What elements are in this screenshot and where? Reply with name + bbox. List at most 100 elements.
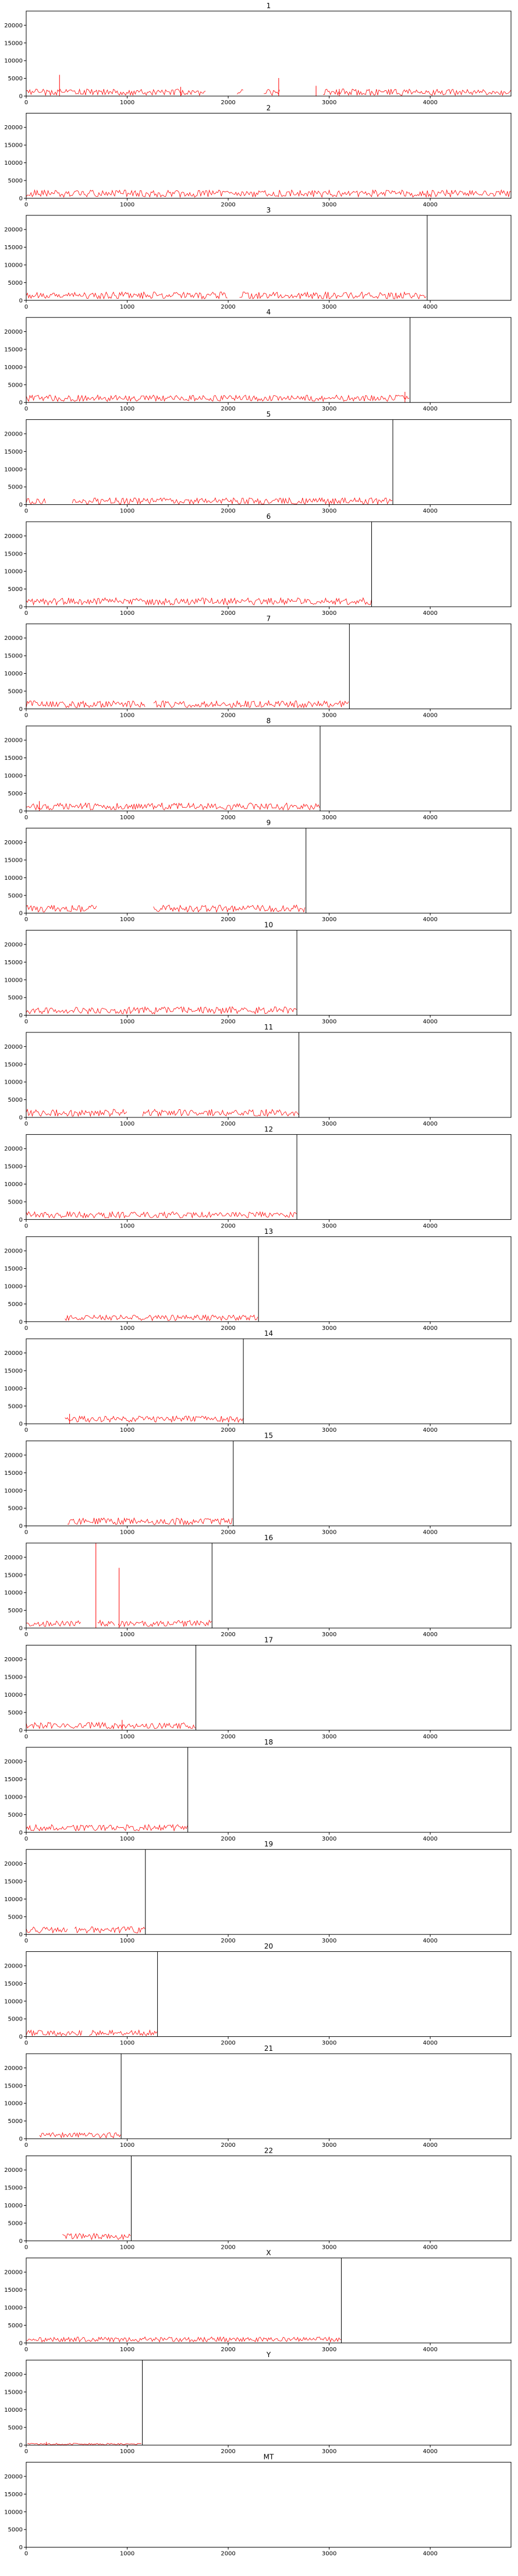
coverage-series	[26, 2029, 158, 2037]
x-tick-label: 2000	[221, 1836, 235, 1842]
coverage-series	[65, 1314, 258, 1322]
chromosome-panel: 3 0 5000 10000 15000 20000 0 1000 2000 3000 4000	[4, 206, 512, 310]
x-tick-label: 3000	[322, 2551, 336, 2557]
plot-frame	[26, 419, 512, 505]
y-tick-label: 20000	[4, 2372, 23, 2378]
y-tick-label: 20000	[4, 1861, 23, 1867]
chromosome-panel: Y 0 5000 10000 15000 20000 0 1000 2000 3000 4000	[4, 2351, 512, 2455]
plot-frame	[26, 2462, 512, 2548]
y-tick-label: 0	[19, 94, 23, 100]
y-tick-label: 10000	[4, 875, 23, 882]
x-tick-label: 4000	[423, 201, 437, 208]
x-tick-label: 1000	[120, 508, 134, 515]
plot-frame	[26, 1644, 512, 1731]
x-tick-label: 0	[24, 1019, 28, 1025]
x-tick-label: 4000	[423, 406, 437, 412]
chromosome-panel: 12 0 5000 10000 15000 20000 0 1000 2000 3000 4000	[4, 1125, 512, 1229]
x-tick-label: 0	[24, 1325, 28, 1332]
chromosome-panel: 13 0 5000 10000 15000 20000 0 1000 2000 3000 4000	[4, 1227, 512, 1332]
x-tick-label: 3000	[322, 1019, 336, 1025]
x-tick-label: 4000	[423, 304, 437, 310]
plot-frame	[26, 317, 512, 403]
x-tick-label: 1000	[120, 2040, 134, 2047]
y-tick-label: 5000	[8, 1403, 23, 1410]
plot-frame	[26, 1849, 512, 1935]
x-tick-label: 2000	[221, 2551, 235, 2557]
y-tick-label: 15000	[4, 2287, 23, 2294]
coverage-series	[26, 1619, 212, 1627]
x-tick-label: 1000	[120, 712, 134, 719]
y-tick-label: 15000	[4, 1470, 23, 1477]
y-tick-label: 5000	[8, 2118, 23, 2125]
x-tick-label: 1000	[120, 1938, 134, 1944]
x-tick-label: 0	[24, 610, 28, 617]
y-tick-label: 0	[19, 1115, 23, 1121]
x-tick-label: 4000	[423, 100, 437, 106]
plot-frame	[26, 1134, 512, 1220]
y-tick-label: 10000	[4, 1283, 23, 1290]
panel-title: 10	[264, 921, 273, 929]
x-tick-label: 2000	[221, 815, 235, 821]
panel-title: 22	[264, 2146, 273, 2154]
y-tick-label: 0	[19, 2340, 23, 2347]
panel-title: Y	[266, 2351, 271, 2359]
y-tick-label: 10000	[4, 977, 23, 983]
coverage-series	[27, 2443, 141, 2446]
x-tick-label: 4000	[423, 1121, 437, 1127]
x-tick-label: 2000	[221, 1223, 235, 1229]
x-tick-label: 1000	[120, 2142, 134, 2149]
y-tick-label: 15000	[4, 1572, 23, 1579]
y-tick-label: 20000	[4, 1555, 23, 1561]
y-tick-label: 10000	[4, 365, 23, 371]
chromosome-panel: X 0 5000 10000 15000 20000 0 1000 2000 3000 4000	[4, 2249, 512, 2353]
x-tick-label: 4000	[423, 2244, 437, 2251]
y-tick-label: 15000	[4, 1675, 23, 1681]
y-tick-label: 5000	[8, 1710, 23, 1716]
x-tick-label: 4000	[423, 1223, 437, 1229]
y-tick-label: 20000	[4, 2474, 23, 2480]
y-tick-label: 20000	[4, 1350, 23, 1357]
y-tick-label: 5000	[8, 484, 23, 491]
panel-title: 20	[264, 1942, 273, 1951]
panel-title: 2	[267, 104, 271, 112]
x-tick-label: 4000	[423, 1019, 437, 1025]
x-tick-label: 3000	[322, 1223, 336, 1229]
y-tick-label: 5000	[8, 893, 23, 899]
panel-title: 14	[264, 1329, 273, 1337]
x-tick-label: 2000	[221, 2040, 235, 2047]
x-tick-label: 4000	[423, 1325, 437, 1332]
x-tick-label: 1000	[120, 610, 134, 617]
x-tick-label: 1000	[120, 1530, 134, 1536]
y-tick-label: 0	[19, 400, 23, 406]
x-tick-label: 0	[24, 712, 28, 719]
y-tick-label: 15000	[4, 2492, 23, 2498]
y-tick-label: 10000	[4, 671, 23, 677]
coverage-series	[26, 291, 427, 300]
y-tick-label: 10000	[4, 1080, 23, 1086]
x-tick-label: 1000	[120, 1121, 134, 1127]
y-tick-label: 20000	[4, 738, 23, 744]
coverage-series	[26, 802, 320, 811]
x-tick-label: 1000	[120, 2448, 134, 2455]
chromosome-panel: 11 0 5000 10000 15000 20000 0 1000 2000 3000 4000	[4, 1023, 512, 1127]
y-tick-label: 0	[19, 298, 23, 304]
y-tick-label: 10000	[4, 569, 23, 575]
x-tick-label: 0	[24, 2244, 28, 2251]
x-tick-label: 3000	[322, 2448, 336, 2455]
y-tick-label: 5000	[8, 1506, 23, 1512]
x-tick-label: 3000	[322, 304, 336, 310]
y-tick-label: 10000	[4, 58, 23, 65]
panel-title: 17	[264, 1636, 273, 1644]
y-tick-label: 20000	[4, 1044, 23, 1050]
x-tick-label: 0	[24, 815, 28, 821]
y-tick-label: 10000	[4, 1488, 23, 1494]
panel-title: 3	[267, 206, 271, 214]
chromosome-panel: 15 0 5000 10000 15000 20000 0 1000 2000 3000 4000	[4, 1432, 512, 1536]
y-tick-label: 10000	[4, 1794, 23, 1800]
y-tick-label: 10000	[4, 2305, 23, 2311]
x-tick-label: 3000	[322, 2347, 336, 2353]
x-tick-label: 3000	[322, 1427, 336, 1434]
y-tick-label: 0	[19, 1830, 23, 1836]
chromosome-panel: 1 0 5000 10000 15000 20000 0 1000 2000 3000 4000	[4, 2, 512, 106]
